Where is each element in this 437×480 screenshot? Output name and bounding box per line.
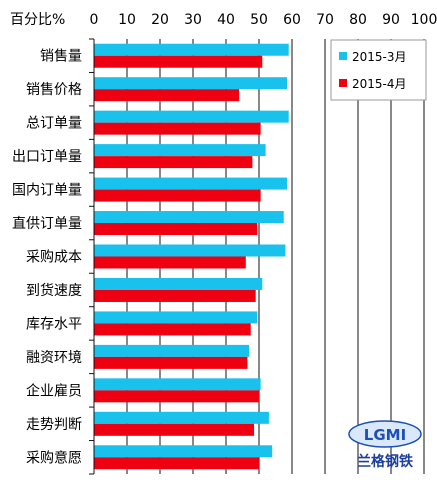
x-tick-label-30: 30 [184, 12, 202, 28]
bar-2015-3-4 [94, 144, 266, 157]
bar-2015-4-6 [94, 223, 258, 236]
category-label-1: 销售量 [40, 49, 82, 65]
legend-label-2015-4: 2015-4月 [352, 77, 407, 91]
bar-2015-3-10 [94, 344, 250, 357]
category-label-10: 融资环境 [26, 350, 82, 366]
watermark-logo: LGMI 兰格钢铁 [348, 420, 422, 470]
category-label-13: 采购意愿 [26, 449, 82, 466]
axis-layer [89, 38, 95, 475]
watermark-logo-text: LGMI [364, 426, 406, 444]
bar-2015-4-11 [94, 390, 259, 403]
bar-2015-4-5 [94, 189, 261, 202]
watermark-company-name: 兰格钢铁 [357, 453, 413, 470]
category-label-4: 出口订单量 [12, 149, 82, 165]
bar-2015-4-12 [94, 423, 255, 436]
category-label-9: 库存水平 [26, 316, 82, 332]
category-label-5: 国内订单量 [12, 183, 82, 199]
watermark-logo-ring [348, 420, 422, 448]
bar-2015-3-11 [94, 378, 261, 391]
x-tick-label-70: 70 [316, 12, 334, 28]
legend-label-2015-3: 2015-3月 [352, 50, 407, 64]
bar-2015-4-4 [94, 156, 253, 169]
category-label-3: 总订单量 [26, 116, 82, 132]
bar-2015-4-10 [94, 356, 248, 369]
legend-swatch-2015-3 [339, 52, 347, 60]
x-tick-label-0: 0 [90, 12, 99, 28]
bar-2015-3-1 [94, 43, 289, 56]
x-tick-label-80: 80 [349, 12, 367, 28]
bar-2015-3-12 [94, 411, 269, 424]
bar-2015-3-8 [94, 277, 263, 290]
bar-2015-4-2 [94, 89, 240, 102]
bar-2015-3-9 [94, 311, 258, 324]
bar-2015-3-6 [94, 211, 284, 224]
x-tick-label-20: 20 [151, 12, 169, 28]
category-label-8: 到货速度 [26, 282, 82, 299]
legend: 2015-3月 2015-4月 [330, 39, 427, 101]
category-label-2: 销售价格 [26, 82, 82, 98]
legend-swatch-2015-4 [339, 79, 347, 87]
bar-2015-4-13 [94, 457, 259, 470]
bar-2015-4-7 [94, 256, 246, 269]
x-tick-label-100: 100 [411, 12, 437, 28]
x-tick-label-40: 40 [217, 12, 235, 28]
bar-2015-3-5 [94, 177, 288, 190]
category-label-6: 直供订单量 [12, 215, 82, 232]
bar-2015-4-3 [94, 122, 261, 135]
bar-2015-3-13 [94, 445, 273, 458]
bar-2015-3-7 [94, 244, 286, 257]
x-tick-label-10: 10 [118, 12, 136, 28]
bar-2015-4-8 [94, 289, 256, 302]
x-tick-label-60: 60 [283, 12, 301, 28]
bar-2015-3-2 [94, 77, 288, 90]
bar-2015-3-3 [94, 110, 289, 123]
bar-2015-4-1 [94, 55, 263, 68]
category-label-11: 企业雇员 [26, 382, 82, 399]
labels-layer: 0 10 20 30 40 50 60 70 80 90 100 销售量销售价格总订单量出口订单量国内… [12, 12, 437, 466]
x-tick-label-90: 90 [382, 12, 400, 28]
bars-layer [94, 43, 289, 470]
legend-box [330, 39, 427, 101]
category-label-7: 采购成本 [26, 250, 82, 266]
bar-2015-4-9 [94, 323, 251, 336]
axis-unit-label: 百分比% [10, 12, 65, 28]
x-tick-label-50: 50 [250, 12, 268, 28]
category-label-12: 走势判断 [26, 417, 82, 433]
